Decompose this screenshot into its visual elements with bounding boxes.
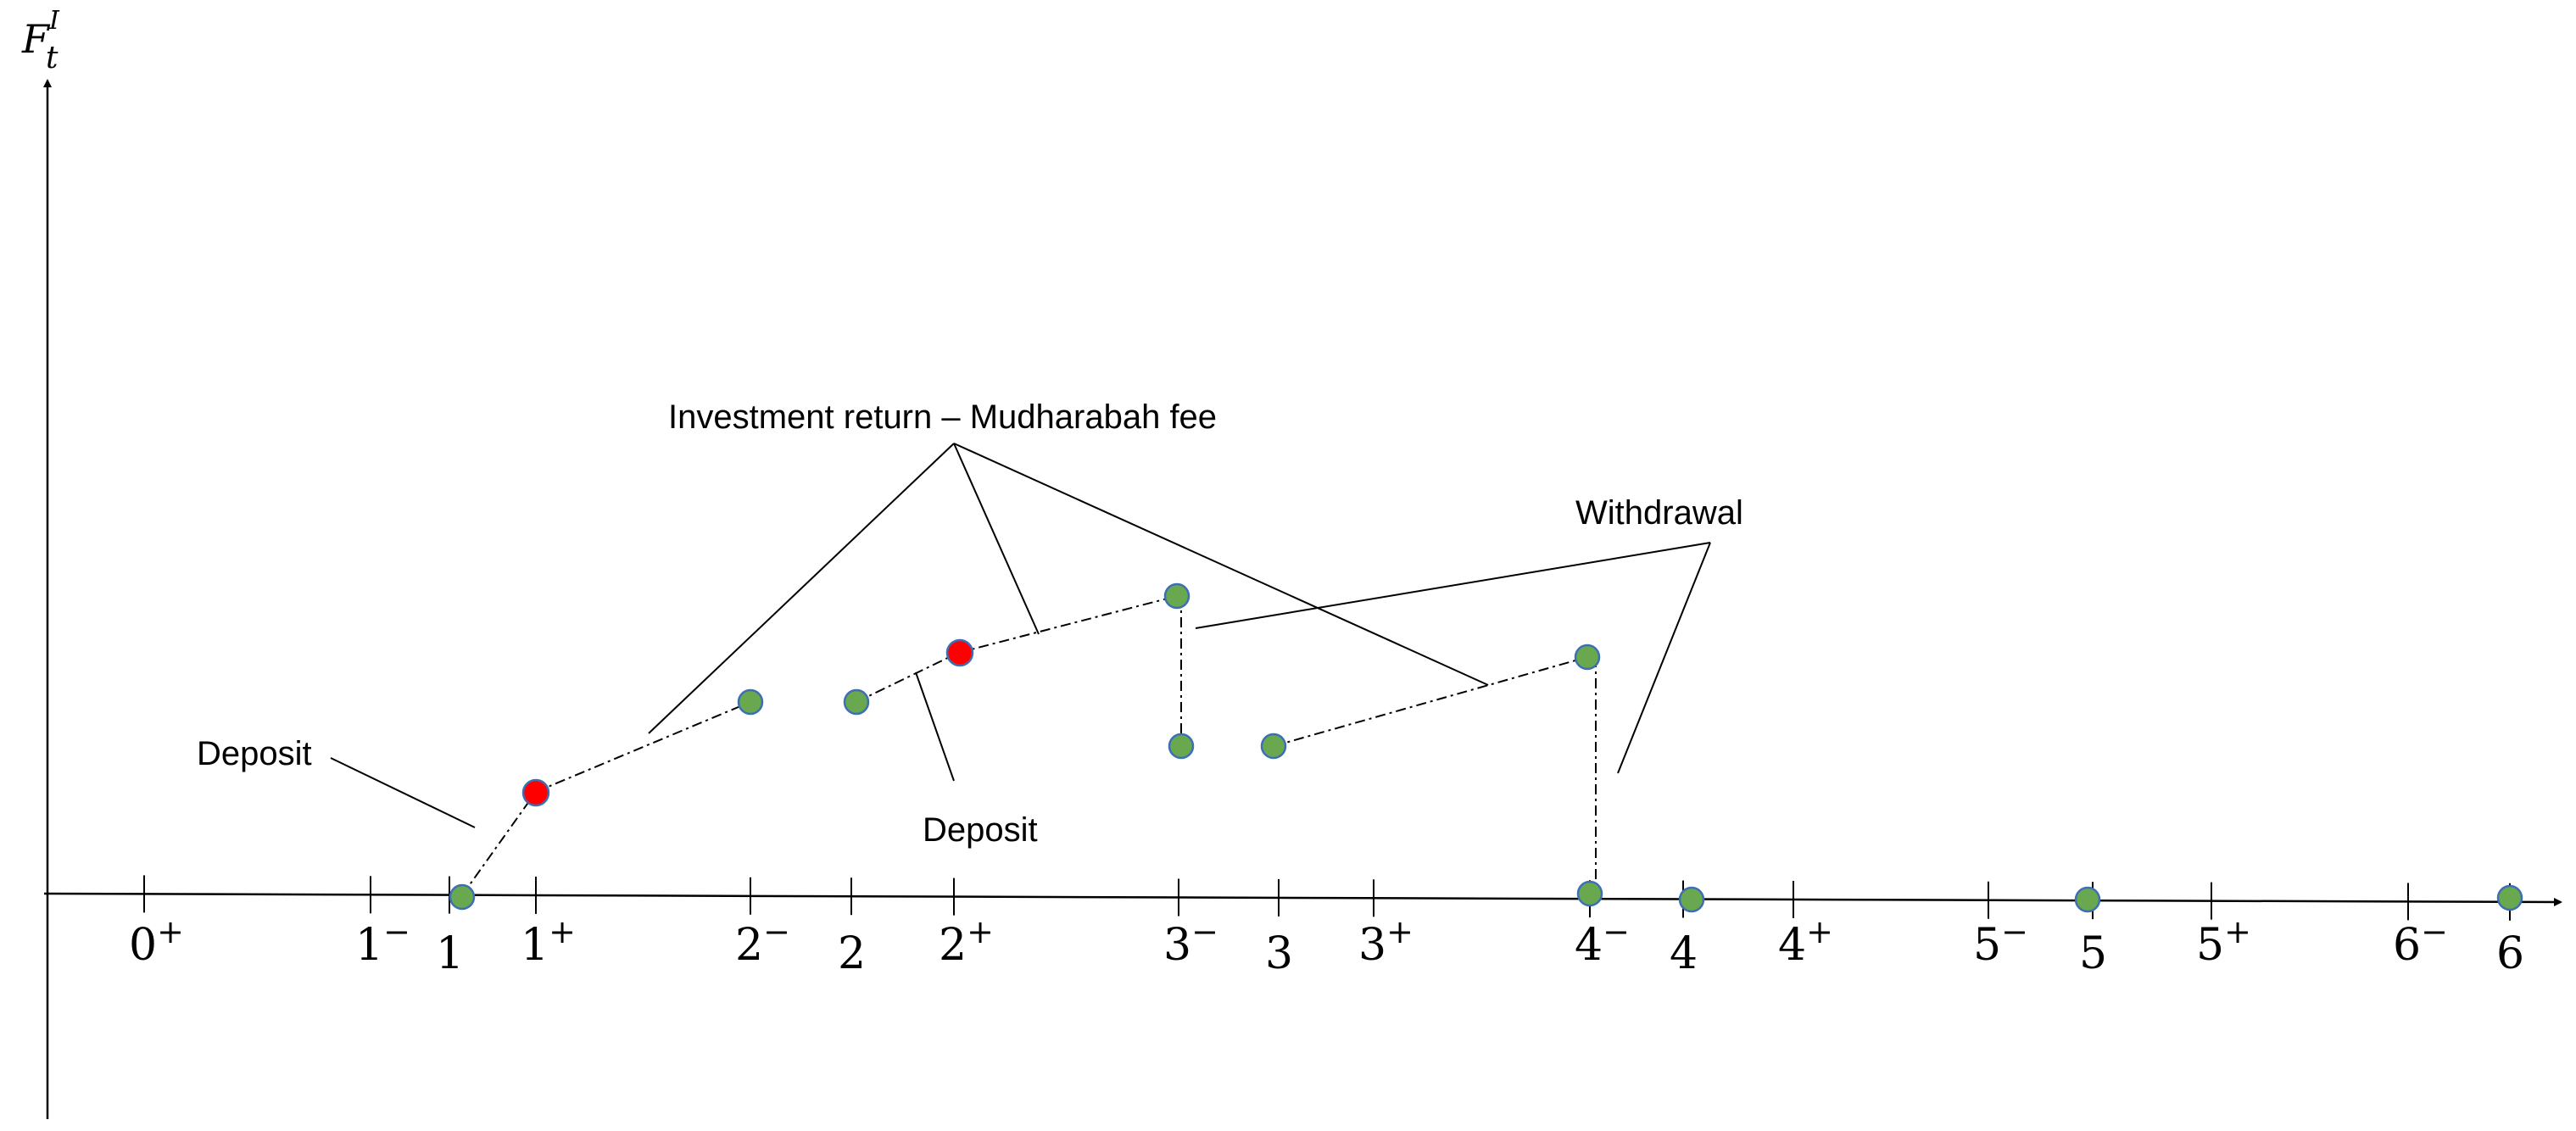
deposit-label-left: Deposit xyxy=(197,735,312,772)
svg-text:I: I xyxy=(48,6,60,36)
y-axis-label: F t I xyxy=(21,6,60,75)
tick-label: 1+ xyxy=(521,913,576,971)
svg-text:F: F xyxy=(21,16,51,62)
x-axis-ticks: 0+ 1− 1 1+ 2− 2 2+ 3− 3 3+ 4− 4 4+ 5− 5 5+ 6− 6 xyxy=(129,875,2524,979)
tick-label: 4+ xyxy=(1778,913,1833,971)
line-deposit-1 xyxy=(461,791,537,896)
tick-label: 1 xyxy=(436,928,464,979)
tick-label: 3− xyxy=(1163,913,1218,971)
point-2-minus xyxy=(737,688,764,716)
tick-label: 0+ xyxy=(129,913,184,971)
point-3 xyxy=(1260,733,1287,760)
investment-return-label: Investment return – Mudharabah fee xyxy=(668,398,1217,436)
point-4-minus-after xyxy=(1576,880,1603,907)
point-1-plus xyxy=(521,778,550,807)
point-3-minus-after xyxy=(1168,733,1195,760)
line-growth-2 xyxy=(957,595,1178,654)
point-4-minus-before xyxy=(1574,644,1601,671)
point-6 xyxy=(2496,884,2523,911)
line-growth-3 xyxy=(1273,656,1588,747)
tick-label: 2− xyxy=(735,913,790,971)
tick-label: 5− xyxy=(1973,913,2028,971)
x-axis xyxy=(43,892,2562,906)
points xyxy=(449,582,2523,913)
svg-text:t: t xyxy=(46,41,59,75)
line-growth-1 xyxy=(535,701,751,793)
point-3-minus-before xyxy=(1163,582,1190,610)
tick-label: 1− xyxy=(355,913,410,971)
tick-label: 5+ xyxy=(2196,913,2251,971)
point-2-plus xyxy=(945,638,974,667)
withdrawal-label: Withdrawal xyxy=(1575,494,1743,532)
line-deposit-2 xyxy=(856,652,959,703)
trajectory-lines xyxy=(461,595,1597,896)
tick-label: 6 xyxy=(2496,928,2524,979)
tick-label: 4− xyxy=(1575,913,1630,971)
deposit-label-middle: Deposit xyxy=(923,811,1038,849)
annotation-leaders xyxy=(330,443,1711,828)
point-1 xyxy=(449,883,476,911)
tick-label: 2 xyxy=(838,928,866,979)
tick-label: 5 xyxy=(2079,928,2107,979)
tick-label: 4 xyxy=(1670,928,1698,979)
tick-label: 2+ xyxy=(939,913,994,971)
tick-label: 3+ xyxy=(1358,913,1413,971)
tick-label: 6− xyxy=(2393,913,2448,971)
tick-label: 3 xyxy=(1265,928,1293,979)
point-4 xyxy=(1678,886,1705,913)
point-2 xyxy=(843,688,870,716)
point-5 xyxy=(2074,886,2101,913)
